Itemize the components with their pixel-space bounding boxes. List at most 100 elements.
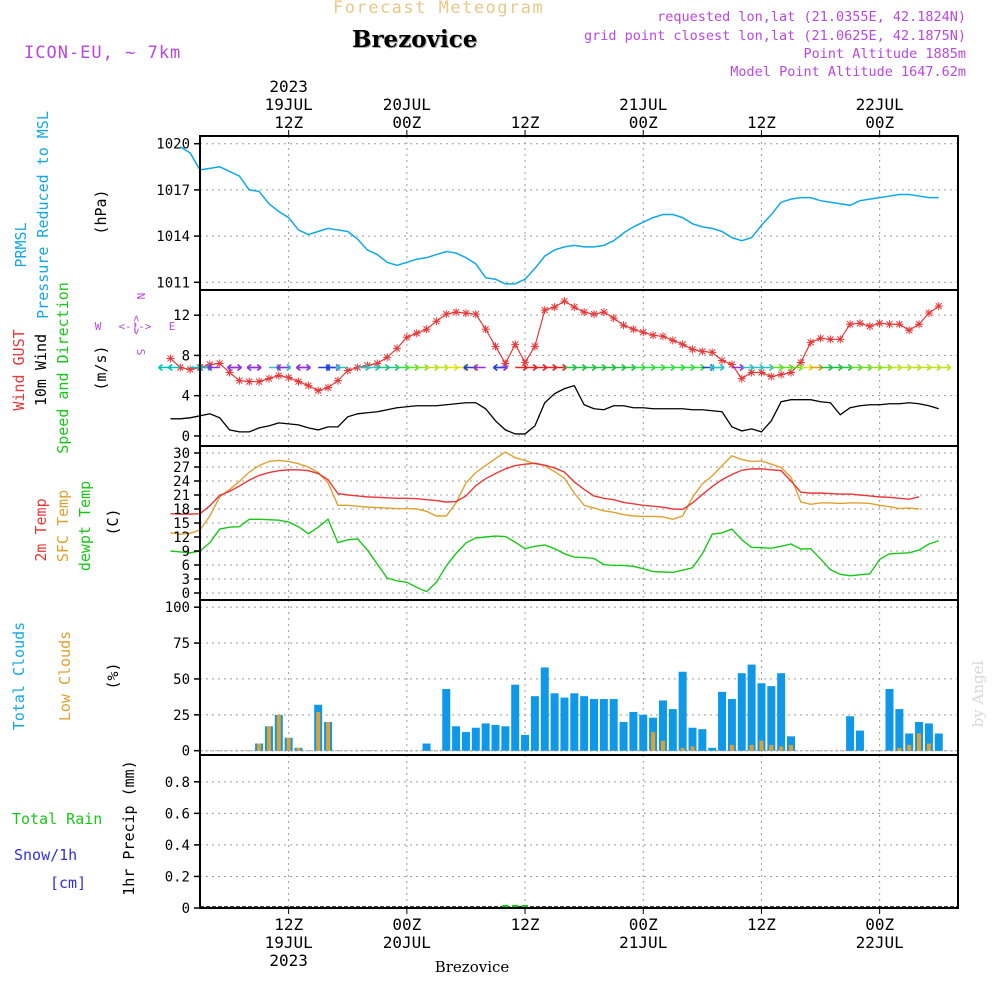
wind-direction-arrow bbox=[246, 363, 260, 372]
temp-dewpt-label: dewpt Temp bbox=[76, 481, 94, 571]
top-time-label: 00Z bbox=[629, 113, 658, 132]
panel-frame bbox=[199, 135, 959, 291]
panel-grid bbox=[288, 136, 881, 290]
gust-marker bbox=[274, 371, 283, 380]
wind-speed-line bbox=[170, 384, 939, 435]
gust-marker bbox=[304, 381, 313, 390]
total-cloud-bar bbox=[521, 734, 530, 751]
total-cloud-bar bbox=[511, 684, 520, 751]
total-cloud-bar bbox=[757, 683, 766, 751]
compass-arrows-h: <-|-> bbox=[118, 320, 151, 333]
gust-marker bbox=[619, 321, 628, 330]
total-cloud-bar bbox=[501, 726, 510, 751]
total-cloud-bar bbox=[461, 732, 470, 751]
gust-marker bbox=[461, 309, 470, 318]
gust-marker bbox=[245, 377, 254, 386]
temp-2m-label: 2m Temp bbox=[32, 498, 50, 561]
wind-dir-label: Speed and Direction bbox=[54, 282, 72, 454]
y-tick-label: 6 bbox=[182, 558, 190, 574]
low-cloud-bar bbox=[779, 746, 784, 751]
y-tick-label: 24 bbox=[173, 474, 190, 490]
gust-marker bbox=[757, 368, 766, 377]
panel-grid bbox=[288, 755, 881, 908]
y-tick-label: 15 bbox=[173, 516, 190, 532]
y-tick-label: 12 bbox=[173, 530, 190, 546]
total-cloud-bar bbox=[471, 727, 480, 751]
total-cloud-bar bbox=[530, 696, 539, 751]
gust-marker bbox=[501, 359, 510, 368]
forecast-meteogram-title: Forecast Meteogram bbox=[333, 0, 545, 18]
rain-bar bbox=[522, 905, 529, 908]
wind-direction-arrow bbox=[335, 363, 348, 372]
gust-marker bbox=[550, 303, 559, 312]
top-time-label: 19JUL bbox=[265, 95, 313, 114]
bottom-time-label: 21JUL bbox=[619, 933, 667, 952]
y-tick-label: 0 bbox=[182, 744, 190, 760]
precip-label: 1hr Precip (mm) bbox=[120, 760, 138, 895]
low-cloud-bar bbox=[326, 721, 331, 751]
gust-marker bbox=[590, 310, 598, 319]
total-cloud-bar bbox=[590, 699, 598, 751]
total-cloud-bar bbox=[698, 729, 707, 751]
gust-marker bbox=[668, 336, 677, 345]
compass-n: N bbox=[134, 293, 147, 300]
compass-rose: W E N S <-|-> <-> bbox=[95, 293, 176, 356]
y-tick-label: 27 bbox=[173, 460, 190, 476]
pressure-label-msl: Pressure Reduced to MSL bbox=[34, 111, 52, 319]
gust-marker bbox=[777, 370, 786, 379]
gust-marker bbox=[393, 344, 401, 353]
top-time-label: 12Z bbox=[747, 113, 776, 132]
wind-gust-label: Wind GUST bbox=[10, 329, 28, 410]
gust-marker bbox=[511, 340, 520, 349]
low-cloud-bar bbox=[276, 714, 281, 751]
gust-marker bbox=[718, 356, 727, 365]
y-tick-label: 0.8 bbox=[165, 775, 190, 791]
gust-marker bbox=[264, 374, 273, 383]
model-point-altitude: Model Point Altitude 1647.62m bbox=[730, 64, 966, 80]
bottom-time-label: 12Z bbox=[511, 915, 540, 934]
bottom-time-label: 12Z bbox=[274, 915, 303, 934]
top-time-label: 00Z bbox=[392, 113, 421, 132]
gust-marker bbox=[599, 308, 608, 317]
low-cloud-bar bbox=[729, 744, 734, 751]
gust-marker bbox=[580, 308, 589, 317]
low-cloud-bar bbox=[769, 744, 774, 751]
wind-unit: (m/s) bbox=[92, 345, 110, 390]
total-cloud-bar bbox=[540, 667, 549, 751]
bottom-time-label: 00Z bbox=[629, 915, 658, 934]
gust-marker bbox=[737, 374, 746, 383]
temp-2m-line bbox=[170, 462, 920, 515]
gust-marker bbox=[560, 297, 569, 306]
y-tick-label: 8 bbox=[182, 348, 190, 364]
gust-marker bbox=[205, 360, 214, 369]
temp-sfc-label: SFC Temp bbox=[54, 490, 72, 562]
compass-arrows-v: <-> bbox=[130, 315, 143, 335]
wind-direction-arrow bbox=[709, 363, 723, 372]
low-cloud-bar bbox=[759, 740, 764, 751]
gust-marker bbox=[432, 317, 441, 326]
gust-marker bbox=[521, 358, 530, 367]
gust-marker bbox=[324, 383, 333, 392]
top-time-label: 21JUL bbox=[619, 95, 667, 114]
gust-marker bbox=[885, 320, 894, 329]
gust-marker bbox=[855, 319, 864, 328]
total-cloud-bar bbox=[934, 733, 943, 751]
y-tick-label: 0.2 bbox=[165, 869, 190, 885]
total-cloud-bar bbox=[924, 723, 933, 751]
y-tick-label: 4 bbox=[182, 389, 190, 405]
gust-marker bbox=[540, 306, 549, 315]
gust-marker bbox=[846, 320, 855, 329]
gust-marker bbox=[826, 335, 835, 344]
total-rain-label: Total Rain bbox=[12, 810, 102, 828]
low-cloud-bar bbox=[917, 733, 922, 751]
panel-grid bbox=[288, 600, 881, 755]
total-cloud-bar bbox=[846, 716, 855, 751]
total-cloud-bar bbox=[895, 709, 904, 751]
low-cloud-bar bbox=[266, 726, 271, 751]
gust-marker bbox=[166, 354, 175, 363]
total-cloud-bar bbox=[609, 699, 618, 751]
total-cloud-bar bbox=[629, 711, 638, 751]
compass-w: W bbox=[95, 320, 102, 333]
bottom-time-label: 00Z bbox=[865, 915, 894, 934]
